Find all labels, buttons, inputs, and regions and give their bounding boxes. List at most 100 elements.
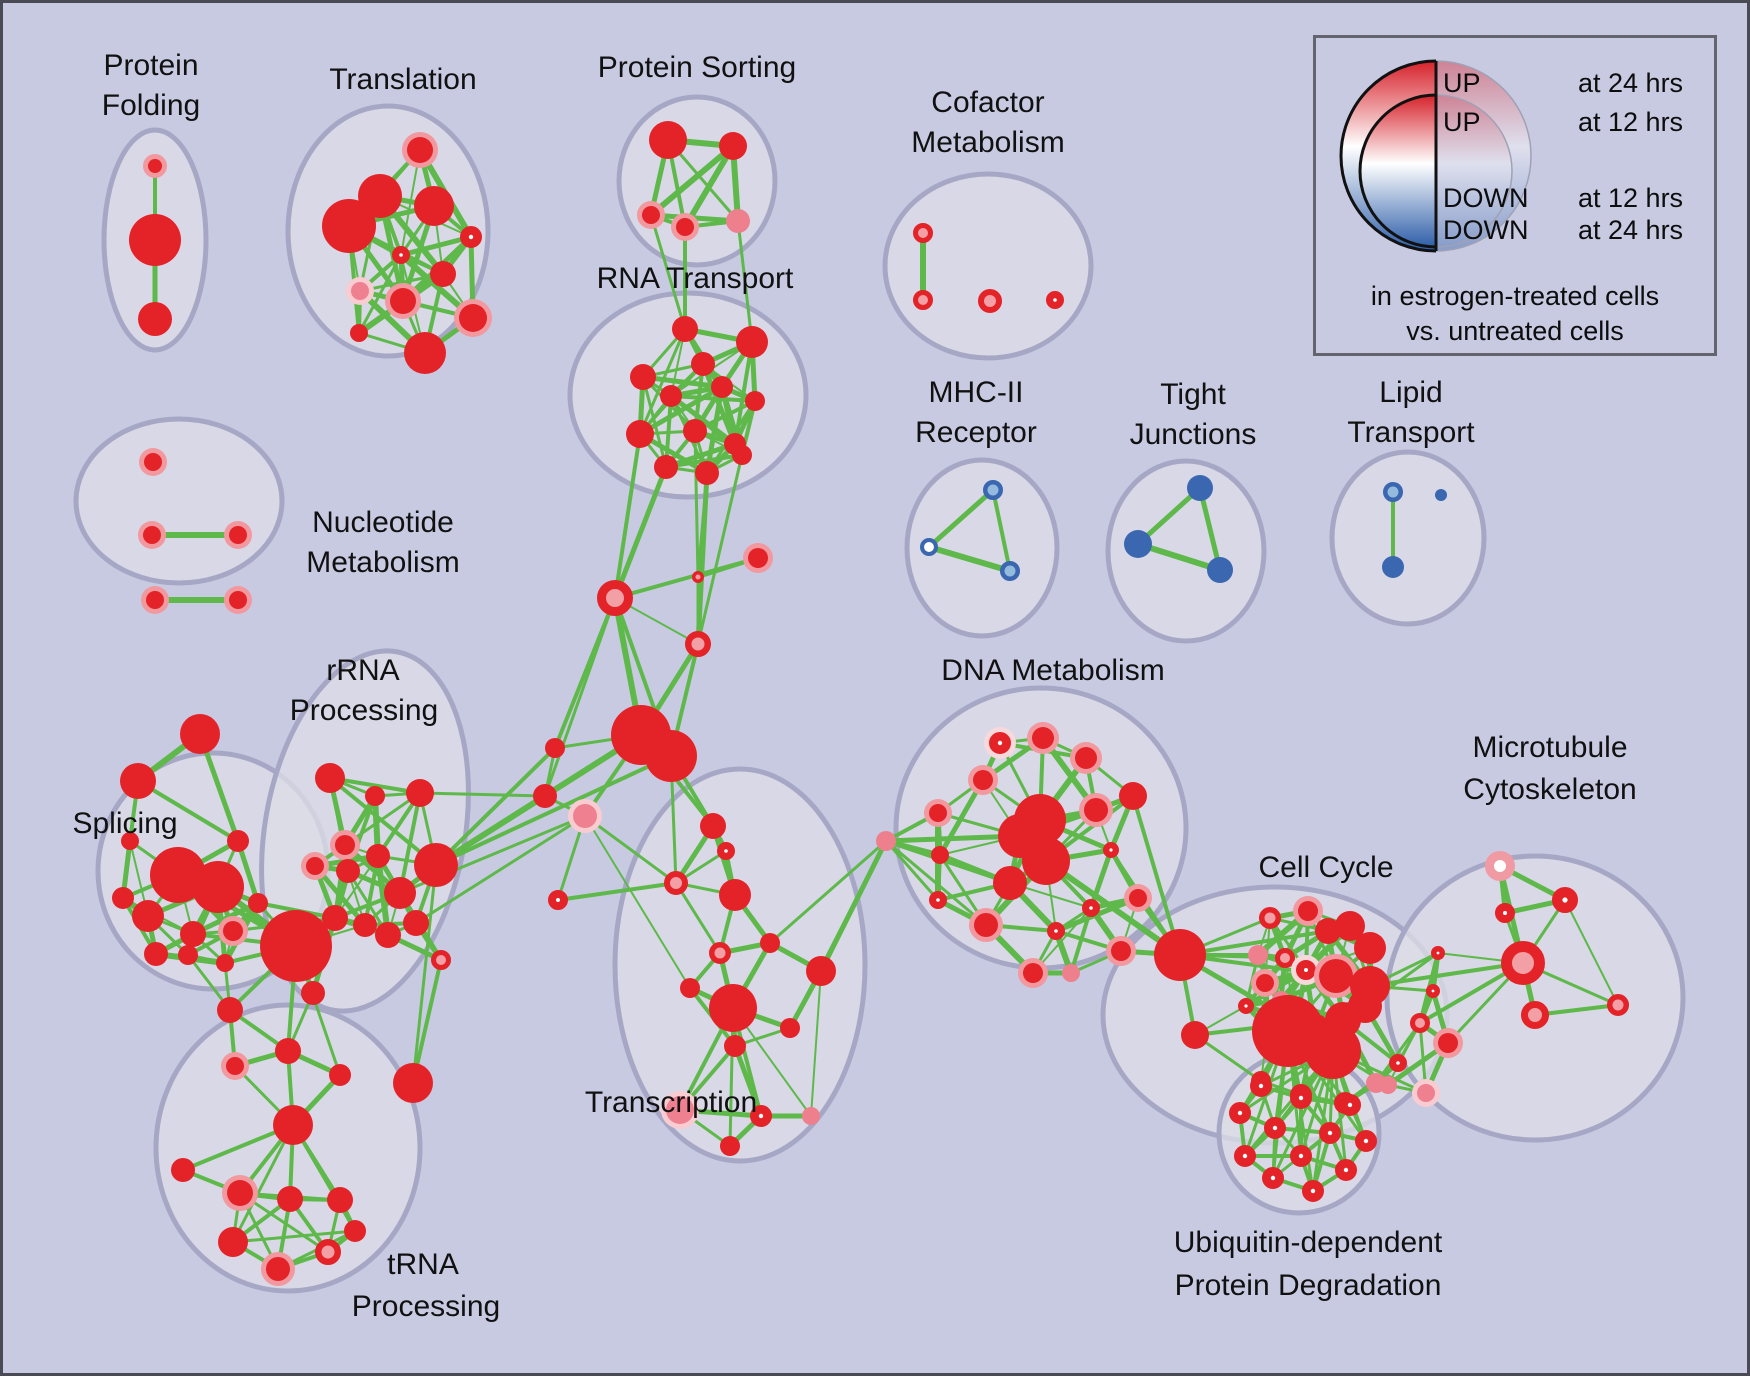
network-node-trna (344, 1220, 366, 1242)
network-edge (1043, 858, 1183, 958)
cluster-label-microtubule-1: Cytoskeleton (1463, 773, 1636, 806)
network-node-trna (329, 1064, 351, 1086)
network-node-splicing (248, 893, 268, 913)
network-node-cell_cycle (1315, 918, 1341, 944)
network-node-dna_met (929, 804, 947, 822)
legend-up-12-time: at 12 hrs (1578, 107, 1684, 137)
network-node-translation (390, 288, 416, 314)
network-node-transcription (716, 841, 735, 860)
network-node-transcription (724, 1035, 746, 1057)
cluster-label-cofactor-0: Cofactor (931, 86, 1044, 119)
network-node-splicing (227, 830, 249, 852)
network-node-rrna (336, 859, 360, 883)
network-edge (358, 272, 445, 293)
cluster-ellipse-protein_sorting (616, 94, 778, 268)
network-node-rrna (384, 877, 416, 909)
network-node-cell_cycle (1275, 948, 1295, 968)
network-node-ubiquitin (1290, 1145, 1313, 1168)
cluster-label-dna_met-0: DNA Metabolism (941, 654, 1164, 687)
network-node-trna (171, 1158, 195, 1182)
cluster-label-nucleotide-1: Metabolism (306, 546, 459, 579)
network-node-ubiquitin (1302, 1180, 1325, 1203)
network-node-trna (277, 1186, 303, 1212)
network-node-microtubule (1379, 1076, 1397, 1094)
network-node-protein_sorting (676, 218, 694, 236)
network-node-connectors (597, 580, 633, 616)
network-node-splicing (180, 921, 206, 947)
network-node-translation (351, 282, 369, 300)
network-edge (543, 596, 617, 798)
legend-up-24-label: UP (1443, 68, 1481, 98)
network-node-microtubule (1485, 851, 1515, 881)
network-node-transcription (664, 871, 688, 895)
network-node-tight_junctions (1124, 530, 1152, 558)
network-node-ubiquitin (1262, 1167, 1285, 1190)
network-node-mhc (1000, 561, 1020, 581)
network-node-lipid (1435, 489, 1447, 501)
cluster-label-microtubule-0: Microtubule (1472, 731, 1627, 764)
network-node-dna_met (928, 890, 947, 909)
cluster-ellipse-lipid (1329, 449, 1487, 627)
network-node-splicing (180, 714, 220, 754)
network-node-cell_cycle (1181, 1021, 1209, 1049)
network-node-rna_transport (672, 316, 698, 342)
network-edge (1131, 794, 1182, 957)
network-node-transcription (802, 1107, 820, 1125)
network-edge (612, 464, 669, 601)
legend-box: UP at 24 hrs UP at 12 hrs DOWN at 12 hrs… (1313, 35, 1717, 356)
network-node-rrna (353, 913, 377, 937)
network-edge (434, 746, 557, 867)
legend-caption-line1: in estrogen-treated cells (1370, 281, 1660, 311)
network-node-connectors (685, 631, 711, 657)
network-node-microtubule (1521, 1001, 1549, 1029)
network-node-translation (392, 246, 411, 265)
network-node-cell_cycle (1335, 911, 1365, 941)
network-node-protein_sorting (719, 132, 747, 160)
cluster-label-tight_junctions-0: Tight (1160, 378, 1226, 411)
network-node-splicing (192, 861, 244, 913)
network-node-splicing (132, 900, 164, 932)
network-node-rna_transport (736, 326, 768, 358)
cluster-label-transcription-0: Transcription (585, 1086, 757, 1119)
network-node-rrna (306, 857, 324, 875)
network-node-rrna (366, 844, 390, 868)
cluster-label-lipid-1: Transport (1347, 416, 1475, 449)
cluster-ellipse-microtubule (1384, 853, 1686, 1143)
network-edge (136, 779, 240, 843)
network-node-cell_cycle (1154, 929, 1206, 981)
network-edge (648, 143, 736, 218)
network-node-translation (414, 186, 454, 226)
network-edge (696, 453, 744, 646)
cluster-label-lipid-0: Lipid (1379, 376, 1442, 409)
network-node-trna (275, 1038, 301, 1064)
cluster-label-ubiquitin-0: Ubiquitin-dependent (1174, 1226, 1443, 1259)
network-node-dna_met (1084, 798, 1108, 822)
network-node-transcription (548, 890, 568, 910)
network-edge (418, 791, 547, 798)
network-node-cofactor (978, 289, 1002, 313)
network-edge (664, 453, 744, 469)
network-node-ubiquitin (1290, 1087, 1313, 1110)
network-node-connectors (748, 548, 768, 568)
cluster-label-rna_transport-0: RNA Transport (597, 262, 794, 295)
cluster-label-trna-1: Processing (352, 1290, 500, 1323)
cluster-label-cell_cycle-0: Cell Cycle (1258, 851, 1393, 884)
network-edge (398, 791, 422, 895)
network-node-translation (358, 174, 402, 218)
network-node-ubiquitin (1339, 1094, 1362, 1117)
cluster-label-tight_junctions-1: Junctions (1130, 418, 1257, 451)
network-node-dna_met (1102, 842, 1119, 859)
network-node-transcription (709, 942, 731, 964)
network-node-ubiquitin (1229, 1102, 1252, 1125)
network-node-trna (227, 1180, 253, 1206)
network-node-translation (430, 261, 456, 287)
cluster-label-translation-0: Translation (329, 63, 476, 96)
network-node-rrna (335, 835, 355, 855)
network-edge (926, 487, 996, 550)
network-node-rna_transport (654, 455, 678, 479)
cluster-label-protein_folding-0: Protein (103, 49, 198, 82)
network-node-microtubule (1431, 945, 1446, 960)
network-node-ubiquitin (1234, 1145, 1257, 1168)
network-node-lipid (1382, 556, 1404, 578)
network-edge (583, 814, 678, 885)
